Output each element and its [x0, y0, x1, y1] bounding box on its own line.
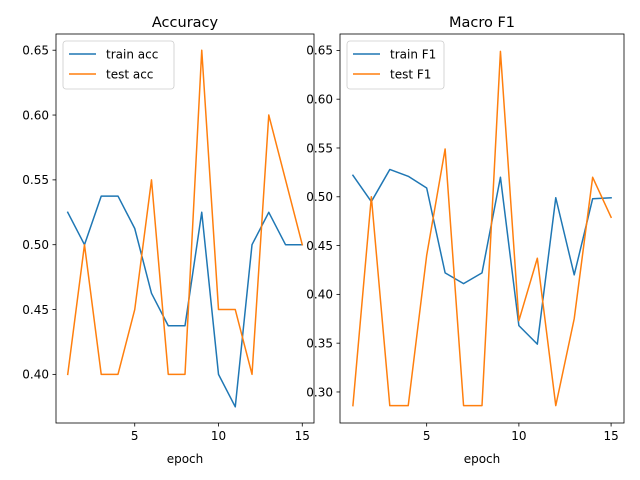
- y-tick-label: 0.45: [306, 239, 333, 253]
- x-tick-label: 5: [423, 429, 431, 443]
- y-tick-label: 0.60: [22, 108, 49, 122]
- legend-box: [346, 40, 445, 90]
- macro-f1-chart: Macro F1 5 10 15 0.30 0.35 0.40 0.45 0.50 0.55 0.6…: [306, 15, 625, 466]
- plot-frame: [339, 33, 625, 424]
- x-tick-label: 15: [295, 429, 310, 443]
- y-tick-label: 0.55: [306, 141, 333, 155]
- plot-frame: [55, 33, 315, 424]
- chart-title: Macro F1: [449, 15, 515, 31]
- x-tick-label: 10: [211, 429, 226, 443]
- y-tick-label: 0.65: [22, 44, 49, 58]
- series-line-test: [352, 50, 613, 407]
- x-axis-label: epoch: [464, 452, 501, 466]
- y-tick-label: 0.40: [306, 288, 333, 302]
- x-axis-label: epoch: [167, 452, 204, 466]
- series-line-train: [66, 195, 304, 408]
- y-tick-label: 0.50: [22, 238, 49, 252]
- legend: train acc test acc: [62, 40, 175, 90]
- x-tick-label: 10: [511, 429, 526, 443]
- x-tick-label: 15: [603, 429, 618, 443]
- y-tick-label: 0.45: [22, 303, 49, 317]
- chart-title: Accuracy: [152, 15, 219, 31]
- legend-label-train: train acc: [106, 48, 158, 62]
- y-tick-label: 0.55: [22, 173, 49, 187]
- y-tick-label: 0.60: [306, 92, 333, 106]
- y-tick-label: 0.50: [306, 190, 333, 204]
- y-tick-label: 0.30: [306, 385, 333, 399]
- y-tick-label: 0.40: [22, 368, 49, 382]
- series-line-train: [351, 168, 612, 345]
- y-tick-label: 0.65: [306, 44, 333, 58]
- accuracy-chart: Accuracy 5 10 15 0.40 0.45 0.50 0.55 0.60 0.65 epo…: [22, 15, 315, 466]
- series-line-test: [66, 49, 304, 376]
- legend-box: [62, 40, 175, 90]
- legend-label-train: train F1: [390, 48, 436, 62]
- legend: train F1 test F1: [346, 40, 445, 90]
- legend-label-test: test F1: [390, 68, 431, 82]
- legend-label-test: test acc: [106, 68, 153, 82]
- y-tick-label: 0.35: [306, 336, 333, 350]
- x-tick-label: 5: [131, 429, 139, 443]
